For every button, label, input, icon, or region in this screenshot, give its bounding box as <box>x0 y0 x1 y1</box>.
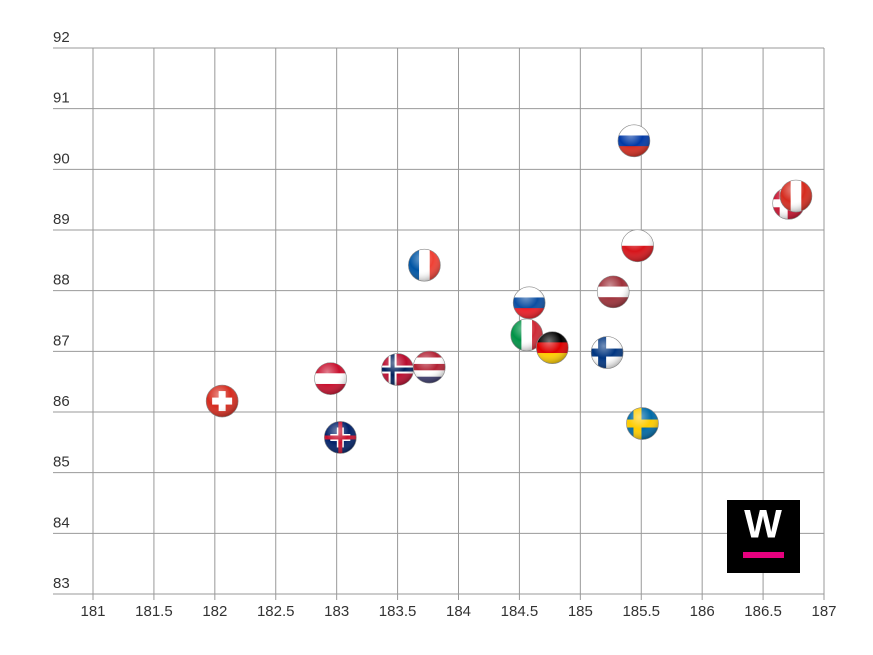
flag-gloss <box>205 384 239 418</box>
point <box>596 275 630 309</box>
point <box>205 384 239 418</box>
point <box>779 179 813 213</box>
plot-area: 83 84 85 86 87 88 89 90 91 92 181 181.5 182 182.5 183 1… <box>53 29 837 620</box>
x-tick-label: 185 <box>568 603 593 620</box>
y-tick-label: 90 <box>53 150 70 167</box>
flag-gloss <box>512 286 546 320</box>
point <box>324 421 357 454</box>
y-tick-label: 88 <box>53 272 70 289</box>
flag-gloss <box>617 124 651 158</box>
x-tick-label: 182.5 <box>257 603 295 620</box>
x-tick-label: 187 <box>811 603 836 620</box>
y-tick-label: 87 <box>53 332 70 349</box>
x-tick-label: 181.5 <box>135 603 173 620</box>
x-tick-label: 184 <box>446 603 471 620</box>
y-tick-label: 92 <box>53 29 70 46</box>
point <box>381 353 414 386</box>
x-tick-label: 186.5 <box>744 603 782 620</box>
y-tick-label: 86 <box>53 393 70 410</box>
x-tick-label: 185.5 <box>622 603 660 620</box>
logo: W <box>727 500 800 573</box>
flag-gloss <box>324 421 357 454</box>
point <box>536 331 569 364</box>
flag-gloss <box>779 179 813 213</box>
flag-gloss <box>536 331 569 364</box>
flag-gloss <box>596 275 630 309</box>
flag-gloss <box>314 362 347 395</box>
point <box>314 362 347 395</box>
logo-text: W <box>744 503 782 547</box>
x-tick-label: 183 <box>324 603 349 620</box>
x-tick-label: 183.5 <box>379 603 417 620</box>
point <box>626 407 659 440</box>
logo-bar <box>743 552 784 558</box>
y-tick-label: 83 <box>53 575 70 592</box>
x-tick-label: 186 <box>690 603 715 620</box>
flag-gloss <box>412 350 446 384</box>
x-tick-label: 184.5 <box>501 603 539 620</box>
point <box>621 229 654 263</box>
flag-gloss <box>590 336 624 369</box>
point <box>510 318 544 352</box>
point <box>412 350 446 384</box>
logo-box <box>727 500 800 573</box>
point <box>512 286 546 320</box>
point <box>408 248 441 282</box>
point <box>590 336 624 369</box>
x-tick-label: 181 <box>80 603 105 620</box>
flag-gloss <box>408 248 441 282</box>
x-tick-label: 182 <box>202 603 227 620</box>
flag-gloss <box>626 407 659 440</box>
point <box>617 124 651 158</box>
y-tick-label: 89 <box>53 211 70 228</box>
y-tick-label: 84 <box>53 514 70 531</box>
y-tick-label: 85 <box>53 454 70 471</box>
flag-gloss <box>621 229 654 263</box>
y-tick-label: 91 <box>53 90 70 107</box>
flag-gloss <box>381 353 414 386</box>
